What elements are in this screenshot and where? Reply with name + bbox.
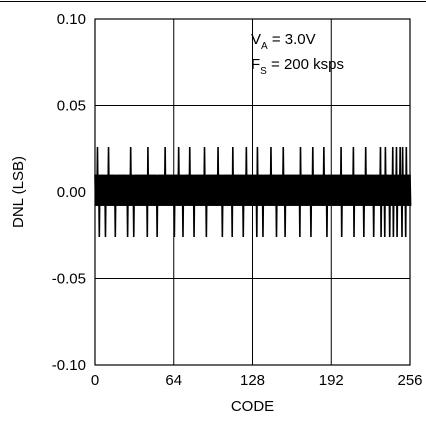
dnl-series	[94, 147, 412, 237]
dnl-band-fill	[95, 174, 410, 206]
y-tick-label: -0.10	[52, 357, 86, 374]
annotations: VA = 3.0V FS = 200 ksps	[251, 31, 344, 77]
y-axis-label: DNL (LSB)	[10, 156, 27, 228]
y-tick-labels: 0.10 0.05 0.00 -0.05 -0.10	[52, 11, 86, 374]
annotation-1: VA = 3.0V	[251, 31, 316, 52]
x-tick-labels: 0 64 128 192 256	[91, 372, 423, 389]
y-tick-label: -0.05	[52, 271, 86, 288]
plot-frame	[94, 18, 411, 366]
x-tick-label: 0	[91, 372, 99, 389]
x-tick-label: 64	[165, 372, 182, 389]
x-tick-label: 256	[397, 372, 422, 389]
y-tick-label: 0.05	[57, 98, 86, 115]
x-tick-label: 128	[240, 372, 265, 389]
y-tick-label: 0.10	[57, 11, 86, 28]
y-tick-label: 0.00	[57, 184, 86, 201]
x-axis-label: CODE	[231, 398, 274, 415]
top-rule	[0, 1, 426, 2]
annotation-2: FS = 200 ksps	[251, 56, 344, 77]
x-tick-label: 192	[319, 372, 344, 389]
